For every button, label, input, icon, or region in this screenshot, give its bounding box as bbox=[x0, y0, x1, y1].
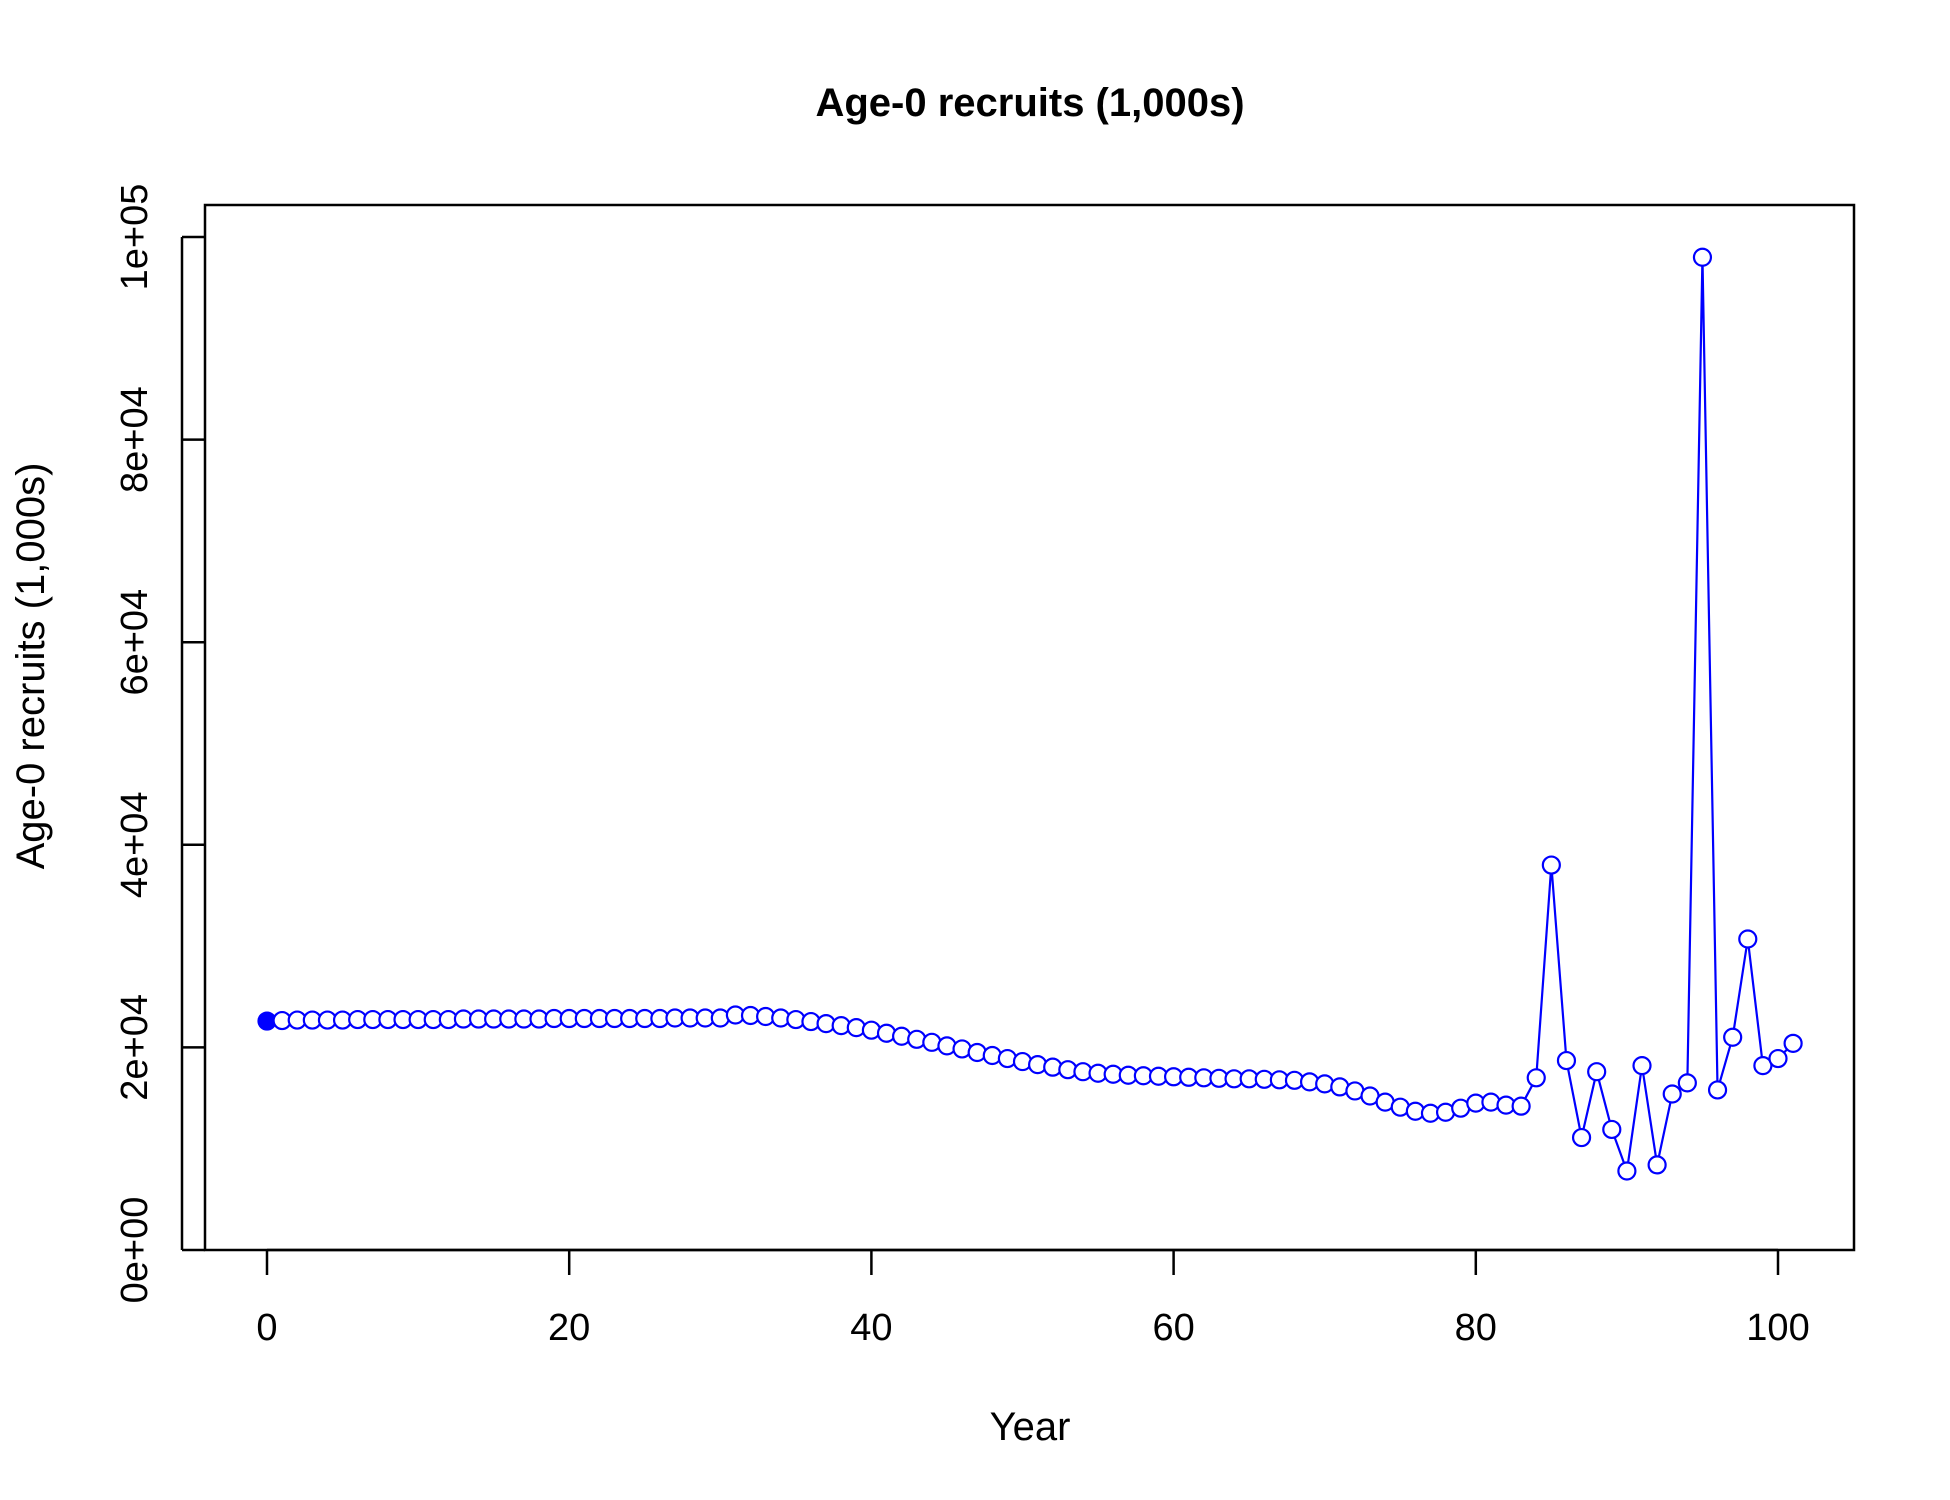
data-point bbox=[1753, 1056, 1773, 1076]
data-point bbox=[892, 1026, 912, 1046]
data-point bbox=[1012, 1051, 1033, 1072]
series-line bbox=[266, 257, 1794, 1172]
data-point bbox=[907, 1029, 927, 1049]
data-point bbox=[982, 1045, 1002, 1066]
y-tick-label: 1e+05 bbox=[114, 184, 156, 291]
x-axis: 0 20 40 60 80 100 bbox=[256, 1248, 1810, 1349]
data-point bbox=[1587, 1062, 1607, 1082]
data-point bbox=[1632, 1056, 1652, 1076]
y-tick-label: 4e+04 bbox=[114, 791, 156, 898]
data-point bbox=[1723, 1027, 1743, 1047]
data-point bbox=[1677, 1073, 1697, 1093]
data-point bbox=[1556, 1050, 1577, 1071]
data-point bbox=[1526, 1068, 1546, 1088]
data-point bbox=[1738, 929, 1758, 949]
y-tick-label: 0e+00 bbox=[114, 1197, 156, 1304]
y-axis-label: Age-0 recruits (1,000s) bbox=[9, 463, 53, 870]
y-tick-label: 6e+04 bbox=[114, 589, 156, 696]
data-point bbox=[1541, 855, 1561, 875]
y-tick-label: 2e+04 bbox=[114, 994, 156, 1101]
data-point bbox=[876, 1023, 897, 1043]
data-point bbox=[1602, 1119, 1622, 1140]
data-point bbox=[1315, 1074, 1335, 1094]
plot-box bbox=[203, 203, 1856, 1252]
data-point bbox=[710, 1008, 730, 1028]
chart-title: Age-0 recruits (1,000s) bbox=[815, 81, 1244, 125]
data-point bbox=[1768, 1048, 1788, 1069]
y-tick-label: 8e+04 bbox=[114, 386, 156, 493]
data-point bbox=[997, 1048, 1017, 1069]
series-layer bbox=[257, 247, 1803, 1181]
data-point bbox=[1571, 1127, 1592, 1148]
x-axis-label: Year bbox=[990, 1405, 1071, 1449]
data-point bbox=[1662, 1084, 1682, 1104]
x-tick-label: 60 bbox=[1152, 1307, 1194, 1349]
data-point bbox=[1511, 1096, 1531, 1116]
data-point bbox=[1692, 247, 1713, 267]
x-tick-label: 0 bbox=[256, 1307, 277, 1349]
data-point bbox=[861, 1020, 882, 1040]
y-axis: 0e+00 2e+04 4e+04 6e+04 8e+04 1e+05 bbox=[114, 184, 205, 1304]
x-tick-label: 80 bbox=[1455, 1307, 1497, 1349]
data-point bbox=[1481, 1092, 1501, 1112]
x-tick-label: 100 bbox=[1746, 1307, 1809, 1349]
data-point bbox=[1617, 1161, 1637, 1181]
data-point bbox=[1647, 1155, 1667, 1175]
x-tick-label: 40 bbox=[850, 1307, 892, 1349]
data-point bbox=[967, 1042, 987, 1063]
data-point bbox=[937, 1036, 957, 1056]
data-point bbox=[1707, 1080, 1728, 1100]
x-tick-label: 20 bbox=[548, 1307, 590, 1349]
data-point bbox=[1783, 1033, 1803, 1053]
